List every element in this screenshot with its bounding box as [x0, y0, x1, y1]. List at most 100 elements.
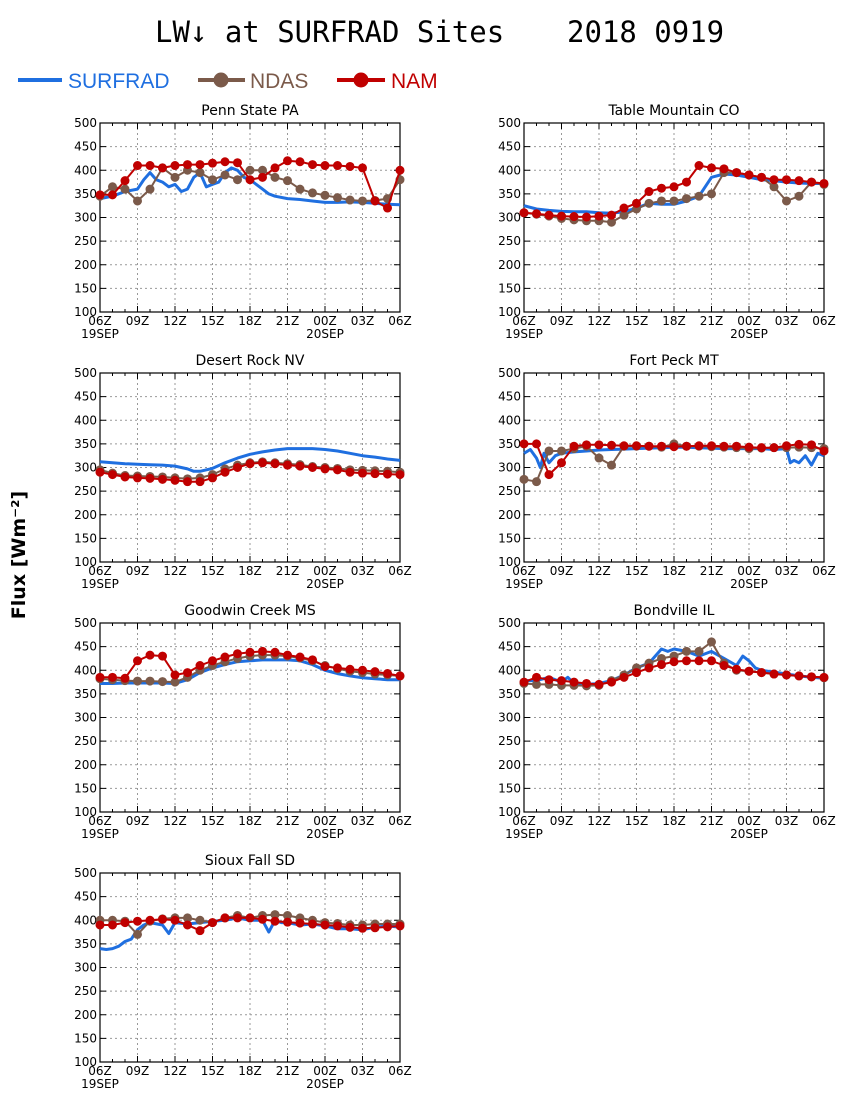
x-tick-label: 06Z: [512, 564, 536, 578]
data-point-nam: [694, 656, 704, 666]
x-date-label: 19SEP: [505, 827, 543, 841]
data-point-ndas: [220, 170, 230, 180]
data-point-ndas: [208, 175, 217, 185]
x-tick-label: 15Z: [625, 814, 649, 828]
y-tick-label: 150: [74, 1031, 97, 1045]
panels: Penn State PA 100 150 200 250 300 350 400 450 500…: [74, 103, 836, 1091]
y-tick-label: 100: [498, 805, 521, 819]
y-tick-label: 200: [498, 758, 521, 772]
data-point-nam: [757, 668, 766, 678]
data-point-nam: [807, 440, 816, 450]
data-point-ndas: [682, 194, 691, 204]
data-point-nam: [794, 671, 804, 681]
y-tick-label: 250: [498, 484, 521, 498]
y-tick-label: 350: [74, 687, 97, 701]
data-point-nam: [807, 672, 816, 682]
data-point-nam: [383, 469, 392, 479]
data-point-nam: [283, 917, 292, 927]
data-point-nam: [744, 666, 754, 676]
y-tick-label: 350: [498, 187, 521, 201]
data-point-ndas: [557, 446, 566, 456]
y-tick-label: 100: [498, 305, 521, 319]
panel-title-penn-state-pa: Penn State PA: [201, 103, 299, 119]
x-tick-label: 03Z: [775, 814, 799, 828]
data-point-nam: [170, 161, 180, 171]
data-point-nam: [744, 170, 754, 180]
data-point-nam: [245, 913, 255, 923]
x-tick-label: 18Z: [662, 814, 686, 828]
x-tick-label: 18Z: [238, 814, 262, 828]
data-point-nam: [133, 656, 142, 666]
data-point-nam: [569, 677, 579, 687]
data-point-nam: [794, 176, 804, 186]
data-point-nam: [95, 190, 105, 200]
x-tick-label: 15Z: [201, 564, 225, 578]
data-point-nam: [619, 441, 629, 451]
data-point-ndas: [669, 196, 679, 206]
data-point-nam: [782, 441, 791, 451]
data-point-nam: [333, 465, 342, 475]
data-point-nam: [532, 439, 541, 449]
data-point-nam: [358, 163, 367, 173]
x-tick-label: 06Z: [812, 564, 836, 578]
y-tick-label: 500: [498, 616, 521, 630]
data-point-ndas: [694, 646, 704, 656]
x-tick-label: 12Z: [163, 564, 187, 578]
data-point-nam: [769, 443, 779, 453]
data-point-nam: [108, 920, 117, 930]
data-point-ndas: [694, 191, 704, 201]
y-tick-label: 500: [498, 116, 521, 130]
data-point-nam: [333, 921, 342, 931]
data-point-nam: [594, 679, 604, 689]
x-tick-label: 00Z: [737, 814, 761, 828]
data-point-ndas: [158, 677, 167, 687]
y-tick-label: 400: [498, 163, 521, 177]
x-date-label: 19SEP: [505, 577, 543, 591]
data-point-nam: [607, 677, 616, 687]
y-tick-label: 450: [498, 640, 521, 654]
y-tick-label: 100: [74, 305, 97, 319]
x-tick-label: 09Z: [550, 814, 574, 828]
panel-sioux-fall-sd: Sioux Fall SD 100 150 200 250 300 350 400 450 500…: [74, 853, 412, 1091]
data-point-ndas: [657, 196, 666, 206]
y-tick-label: 100: [74, 555, 97, 569]
data-point-nam: [582, 212, 591, 222]
data-point-nam: [170, 670, 180, 680]
x-tick-label: 03Z: [351, 814, 375, 828]
data-point-nam: [669, 657, 679, 667]
data-point-nam: [258, 458, 267, 468]
x-tick-label: 06Z: [88, 314, 112, 328]
data-point-ndas: [133, 929, 142, 939]
data-point-nam: [345, 922, 355, 932]
data-point-nam: [669, 182, 679, 192]
data-point-nam: [270, 163, 280, 173]
data-point-nam: [108, 672, 117, 682]
data-point-ndas: [145, 676, 155, 686]
x-tick-label: 21Z: [700, 314, 724, 328]
y-tick-label: 500: [498, 366, 521, 380]
data-point-nam: [270, 916, 280, 926]
data-point-nam: [208, 918, 217, 928]
x-tick-label: 21Z: [700, 814, 724, 828]
data-point-nam: [158, 651, 167, 661]
data-point-nam: [732, 168, 741, 178]
grid-bondville-il: [524, 623, 824, 812]
data-point-ndas: [519, 474, 529, 484]
page-date: 2018 0919: [567, 15, 724, 49]
data-point-nam: [108, 190, 117, 200]
data-point-ndas: [682, 646, 691, 656]
data-point-nam: [258, 914, 267, 924]
data-point-nam: [133, 161, 142, 171]
y-tick-label: 400: [74, 913, 97, 927]
y-tick-label: 150: [74, 781, 97, 795]
x-tick-label: 15Z: [201, 1064, 225, 1078]
x-date-label: 19SEP: [81, 577, 119, 591]
data-point-nam: [120, 918, 130, 928]
x-tick-label: 18Z: [238, 1064, 262, 1078]
y-tick-label: 300: [498, 711, 521, 725]
y-tick-label: 450: [498, 140, 521, 154]
data-point-nam: [233, 463, 242, 472]
data-point-nam: [544, 470, 554, 480]
x-date-label: 20SEP: [730, 327, 768, 341]
data-point-nam: [208, 158, 217, 168]
